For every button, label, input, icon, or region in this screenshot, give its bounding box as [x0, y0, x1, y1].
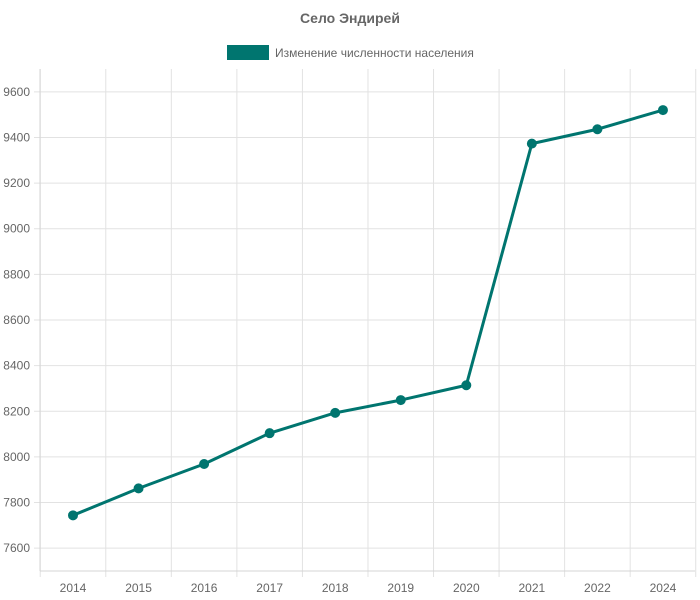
x-axis-ticks: 2014 2015 2016 2017 2018 2019 2020 2021 2022 2024	[60, 581, 677, 595]
y-tick-label: 9600	[3, 85, 30, 99]
data-point[interactable]	[395, 395, 406, 406]
y-tick-label: 8600	[3, 313, 30, 327]
y-tick-label: 7600	[3, 541, 30, 555]
y-tick-label: 9000	[3, 222, 30, 236]
x-tick-label: 2014	[60, 581, 87, 595]
y-tick-label: 8400	[3, 359, 30, 373]
x-tick-label: 2017	[256, 581, 283, 595]
data-point[interactable]	[199, 458, 210, 469]
y-tick-label: 8800	[3, 267, 30, 281]
data-point[interactable]	[68, 510, 78, 521]
x-tick-label: 2016	[191, 581, 218, 595]
series-layer	[68, 105, 668, 521]
series-line	[72, 108, 664, 517]
x-tick-label: 2022	[584, 581, 611, 595]
data-point[interactable]	[264, 428, 275, 439]
y-tick-label: 9200	[3, 176, 30, 190]
x-tick-label: 2020	[453, 581, 480, 595]
legend[interactable]: Изменение численности населения	[227, 45, 474, 60]
data-point[interactable]	[461, 380, 472, 391]
x-tick-label: 2019	[387, 581, 414, 595]
y-tick-label: 9400	[3, 130, 30, 144]
data-point[interactable]	[330, 407, 341, 418]
chart-title: Село Эндирей	[300, 10, 400, 26]
grid-lines	[34, 69, 697, 577]
legend-label: Изменение численности населения	[275, 46, 474, 60]
x-tick-label: 2015	[125, 581, 152, 595]
y-axis-ticks: 7600 7800 8000 8200 8400 8600 8800 9000 9200 9400…	[3, 85, 30, 555]
y-tick-label: 7800	[3, 496, 30, 510]
legend-swatch	[227, 45, 269, 60]
y-tick-label: 8000	[3, 450, 30, 464]
x-tick-label: 2024	[650, 581, 677, 595]
data-point[interactable]	[657, 105, 668, 116]
x-tick-label: 2018	[322, 581, 349, 595]
data-point[interactable]	[592, 124, 603, 135]
data-point[interactable]	[526, 138, 537, 149]
y-tick-label: 8200	[3, 404, 30, 418]
data-point[interactable]	[133, 483, 144, 494]
x-tick-label: 2021	[518, 581, 545, 595]
